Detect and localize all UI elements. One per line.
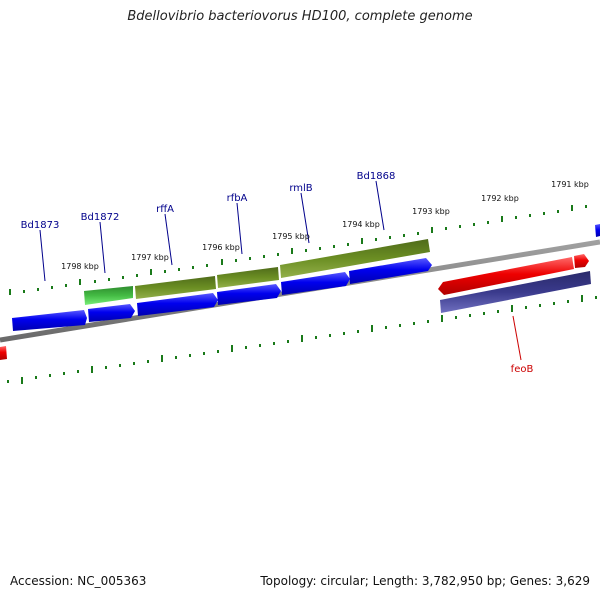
gene-reverse-left-edge[interactable] [0,346,7,360]
gene-label-bd1872: Bd1872 [81,212,120,223]
scale-label: 1794 kbp [342,220,380,229]
gene-bd1872[interactable] [88,304,135,322]
scale-label: 1797 kbp [131,253,169,262]
operon-bar-2[interactable] [217,267,279,288]
leader-feob [512,315,522,361]
leader-rfba [236,202,243,255]
genome-summary-text: Topology: circular; Length: 3,782,950 bp… [260,574,590,588]
leader-bd1872 [99,221,106,274]
gene-bd1868[interactable] [349,258,432,284]
gene-bd1873[interactable] [12,310,87,331]
scale-label: 1796 kbp [202,243,240,252]
gene-next-forward[interactable] [595,224,600,237]
accession-text: Accession: NC_005363 [10,574,147,588]
leader-rmlb [300,192,310,244]
reverse-operon-bar[interactable] [440,271,591,313]
gene-label-bd1873: Bd1873 [21,220,60,231]
scale-label: 1791 kbp [551,180,589,189]
gene-bd1872-rna[interactable] [84,286,133,305]
scale-label: 1798 kbp [61,262,99,271]
genome-title: Bdellovibrio bacteriovorus HD100, comple… [127,9,473,24]
gene-rfba[interactable] [217,284,281,305]
gene-label-rffa: rffA [156,204,174,215]
gene-feob[interactable] [438,257,574,295]
gene-label-rfba: rfbA [227,193,248,204]
scale-label: 1795 kbp [272,232,310,241]
leader-bd1873 [39,229,46,282]
gene-label-rmlb: rmlB [289,183,312,194]
operon-bar-1[interactable] [135,276,216,299]
scale-label: 1792 kbp [481,194,519,203]
gene-rmlb[interactable] [281,272,350,295]
gene-reverse-small[interactable] [574,254,589,268]
gene-label-bd1868: Bd1868 [357,171,396,182]
scale-label: 1793 kbp [412,207,450,216]
gene-label-feob: feoB [511,364,534,375]
operon-bar-3[interactable] [280,239,430,278]
upper-ruler [9,205,587,295]
leader-bd1868 [375,180,385,231]
lower-ruler [7,295,597,384]
gene-rffa[interactable] [137,293,218,316]
leader-rffa [164,213,173,266]
